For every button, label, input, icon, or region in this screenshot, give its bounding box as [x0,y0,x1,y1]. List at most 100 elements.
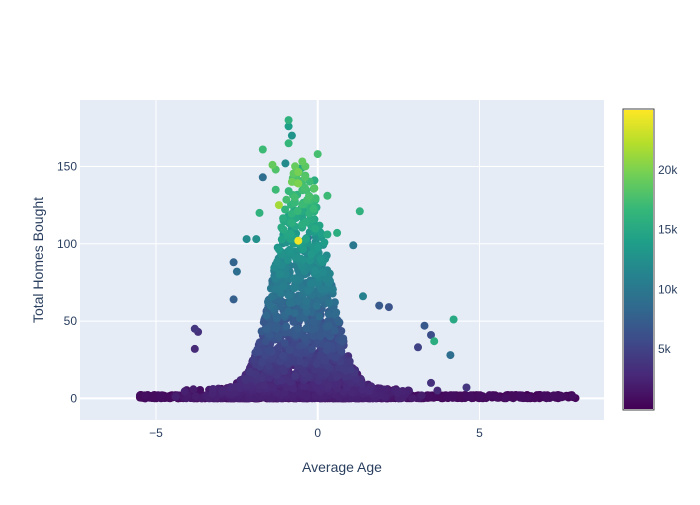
scatter-point [549,391,558,400]
scatter-point [305,192,314,201]
scatter-point [320,238,329,247]
scatter-point [284,291,293,300]
scatter-point [281,205,290,214]
scatter-point [298,200,307,209]
scatter-point [140,391,149,400]
x-tick-label: −5 [149,426,163,440]
scatter-point [311,194,320,203]
scatter-point [330,326,339,335]
scatter-point [267,292,276,301]
scatter-point [310,184,319,193]
scatter-point [309,317,318,326]
scatter-point [246,367,255,376]
scatter-point [255,338,264,347]
scatter-point [289,317,298,326]
scatter-point [284,139,293,148]
scatter-point [285,299,294,307]
scatter-point [339,334,348,343]
scatter-point [324,341,333,350]
scatter-point [328,285,337,294]
scatter-point [555,392,564,401]
scatter-point [309,204,318,213]
scatter-point [255,208,264,217]
scatter-point [301,234,310,243]
colorbar-gradient [624,110,653,409]
scatter-point [349,241,358,250]
scatter-point [293,207,302,215]
scatter-point [260,381,269,390]
y-tick-label: 0 [70,391,77,405]
scatter-point [277,235,286,244]
scatter-point [427,378,435,387]
scatter-point [568,392,577,401]
scatter-point [250,355,258,364]
scatter-point [337,347,346,356]
scatter-point [339,364,348,373]
x-axis-ticks: −5 0 5 [149,426,483,440]
scatter-point [294,179,303,188]
scatter-point [262,311,271,320]
scatter-point [300,183,309,192]
colorbar-tick-label: 15k [658,223,678,237]
scatter-point [334,317,343,326]
scatter-point [189,385,198,394]
scatter-point [282,195,291,204]
y-tick-label: 50 [64,314,78,328]
scatter-point [280,339,289,348]
scatter-point [346,365,355,374]
scatter-point [196,386,205,394]
x-tick-label: 0 [314,426,321,440]
scatter-point [287,218,296,227]
x-tick-label: 5 [476,426,483,440]
scatter-point [376,384,385,393]
colorbar-ticks: 5k 10k 15k 20k [658,163,678,356]
scatter-point [449,315,458,324]
scatter-point [229,295,238,304]
y-axis-ticks: 0 50 100 150 [57,159,77,405]
scatter-point [313,150,322,159]
scatter-point [277,376,286,385]
scatter-point [476,391,485,400]
scatter-point [285,245,294,254]
colorbar-tick-label: 10k [658,282,678,296]
scatter-point [293,324,302,333]
scatter-point [307,344,316,353]
scatter-point [405,386,413,395]
scatter-point [229,258,238,267]
scatter-point [304,286,313,295]
scatter-point [299,382,308,391]
scatter-point [279,282,288,291]
scatter-point [316,254,325,263]
scatter-point [258,173,267,182]
scatter-point [268,160,277,169]
scatter-point [417,391,426,400]
colorbar-tick-label: 5k [658,342,672,356]
scatter-point [456,391,465,400]
scatter-point [258,145,267,154]
scatter-point [324,321,333,330]
scatter-point [314,243,323,252]
scatter-point [290,193,299,202]
scatter-point [408,394,417,403]
scatter-point [312,359,321,368]
scatter-point [275,245,283,254]
scatter-point [262,325,271,334]
scatter-point [323,230,332,239]
scatter-point [306,256,314,265]
scatter-point [286,229,295,238]
scatter-point [312,302,321,310]
scatter-point [297,283,306,292]
scatter-point [302,297,311,306]
scatter-point [325,269,334,278]
scatter-point [530,394,539,403]
scatter-point [317,229,326,238]
scatter-point [433,386,442,395]
scatter-point [273,257,282,266]
scatter-point [284,122,293,131]
scatter-point [302,218,310,227]
colorbar: 5k 10k 15k 20k [622,108,678,411]
scatter-point [242,235,251,244]
scatter-point [302,324,311,333]
scatter-point [542,394,551,403]
scatter-point [279,351,288,360]
